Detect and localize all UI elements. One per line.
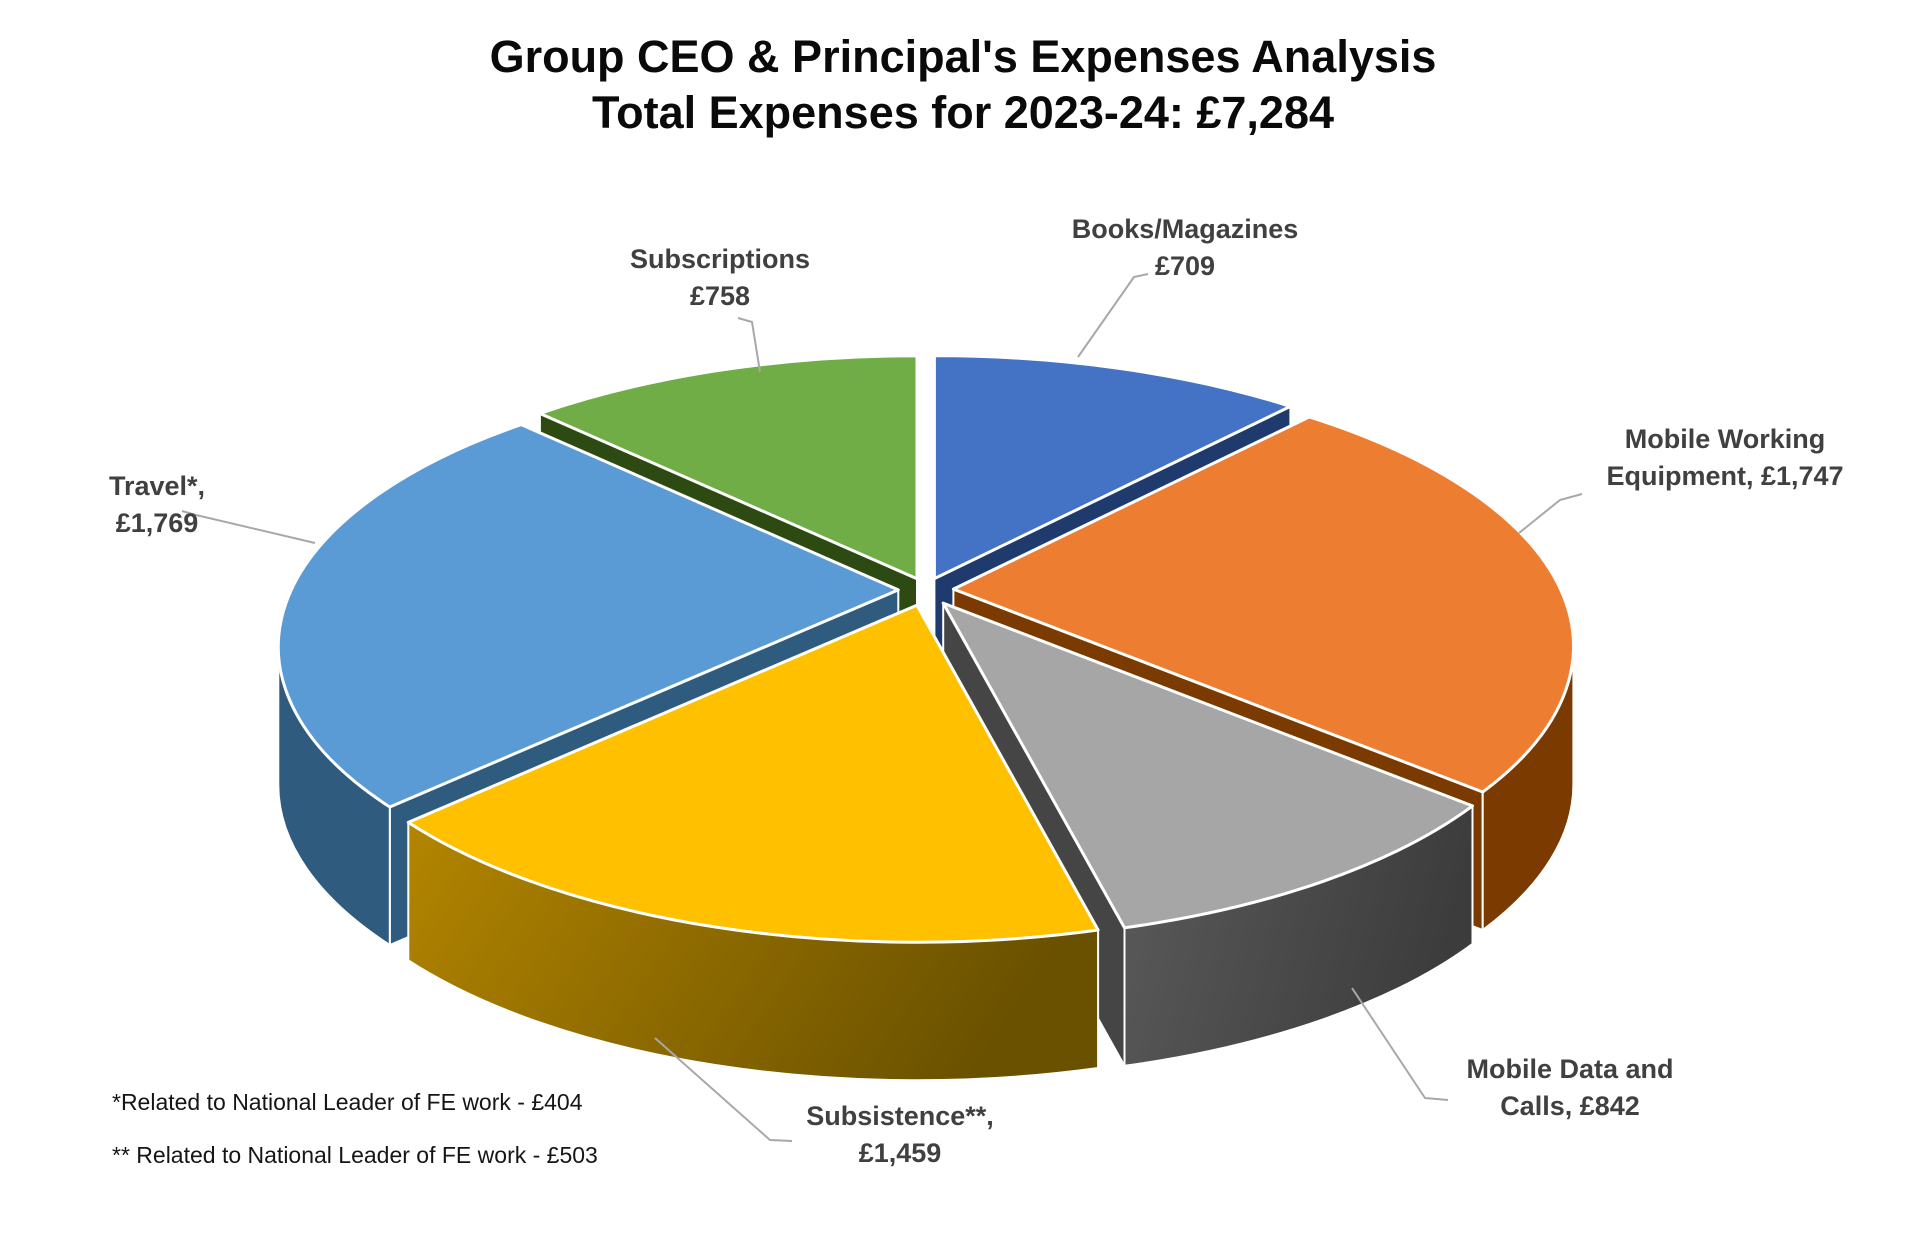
slice-label-line-travel-1: £1,769 — [116, 508, 199, 538]
slice-label-line-subsistence-0: Subsistence**, — [806, 1101, 994, 1131]
slice-top-subsistence — [406, 603, 1100, 944]
pie-slices-layer — [276, 354, 1575, 1082]
slice-label-subscriptions: Subscriptions £758 — [630, 244, 810, 311]
slice-label-line-subscriptions-1: £758 — [690, 281, 750, 311]
slice-label-line-subsistence-1: £1,459 — [859, 1138, 942, 1168]
slice-top-mobile-data-and-calls — [941, 601, 1474, 930]
leader-line-travel — [181, 510, 316, 544]
slice-label-line-books-magazines-0: Books/Magazines — [1072, 214, 1299, 244]
chart-title-line1: Group CEO & Principal's Expenses Analysi… — [490, 31, 1437, 82]
leader-line-subscriptions — [737, 317, 761, 373]
footnote-travel: *Related to National Leader of FE work -… — [112, 1089, 583, 1115]
slice-label-line-travel-0: Travel*, — [109, 471, 205, 501]
slice-label-subsistence: Subsistence**, £1,459 — [806, 1101, 994, 1168]
footnote-subsistence: ** Related to National Leader of FE work… — [112, 1142, 598, 1168]
slice-label-mobile-working-equipment: Mobile Working Equipment, £1,747 — [1606, 424, 1843, 491]
slice-labels-layer: Books/Magazines £709 Mobile Working Equipme… — [109, 214, 1844, 1168]
leader-line-mobile-working-equipment — [1518, 493, 1583, 534]
slice-label-line-mobile-working-equipment-0: Mobile Working — [1625, 424, 1826, 454]
pie-slice-subsistence[interactable] — [406, 603, 1100, 1082]
slice-label-line-books-magazines-1: £709 — [1155, 251, 1215, 281]
leader-line-books-magazines — [1077, 273, 1149, 358]
slice-label-mobile-data-and-calls: Mobile Data and Calls, £842 — [1466, 1054, 1673, 1121]
slice-top-subscriptions — [538, 354, 919, 581]
chart-title-line2: Total Expenses for 2023-24: £7,284 — [592, 87, 1334, 138]
slice-label-line-mobile-data-and-calls-0: Mobile Data and — [1466, 1054, 1673, 1084]
slice-label-travel: Travel*, £1,769 — [109, 471, 205, 538]
slice-label-line-subscriptions-0: Subscriptions — [630, 244, 810, 274]
leader-lines-layer — [181, 273, 1583, 1142]
slice-label-line-mobile-working-equipment-1: Equipment, £1,747 — [1606, 461, 1843, 491]
slice-top-travel — [276, 423, 900, 809]
leader-line-subsistence — [654, 1037, 793, 1142]
slice-top-mobile-working-equipment — [951, 415, 1575, 794]
slice-label-line-mobile-data-and-calls-1: Calls, £842 — [1500, 1091, 1640, 1121]
slice-top-books-magazines — [932, 354, 1292, 581]
slice-label-books-magazines: Books/Magazines £709 — [1072, 214, 1299, 281]
leader-line-mobile-data-and-calls — [1351, 987, 1449, 1101]
